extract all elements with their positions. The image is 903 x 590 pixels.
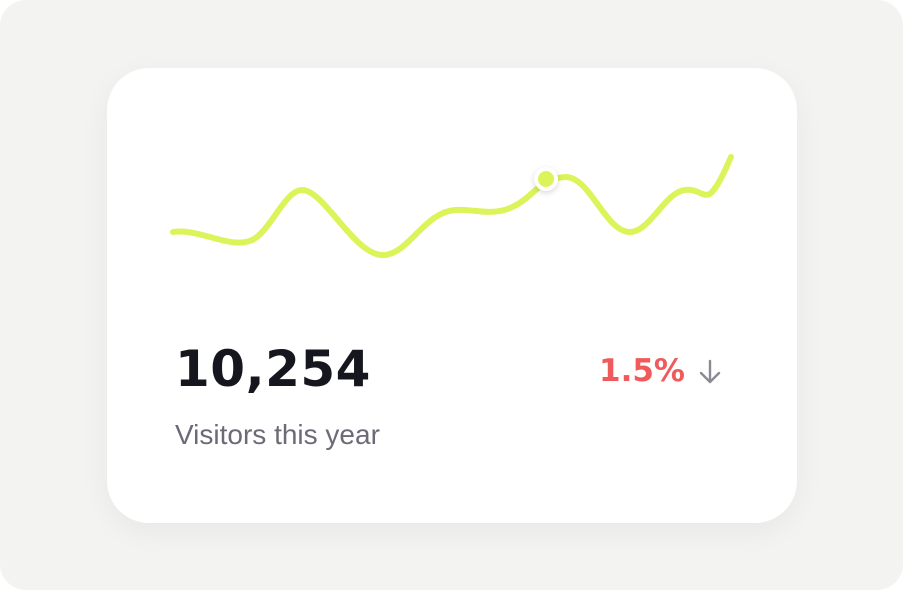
stat-label: Visitors this year — [175, 419, 380, 450]
sparkline-path — [170, 154, 734, 258]
stat-change: 1.5% — [599, 353, 685, 389]
stat-card: 10,254 Visitors this year 1.5% — [107, 68, 797, 523]
sparkline-marker — [534, 167, 558, 191]
down-arrow-icon — [699, 359, 721, 384]
stat-value: 10,254 — [175, 340, 371, 398]
